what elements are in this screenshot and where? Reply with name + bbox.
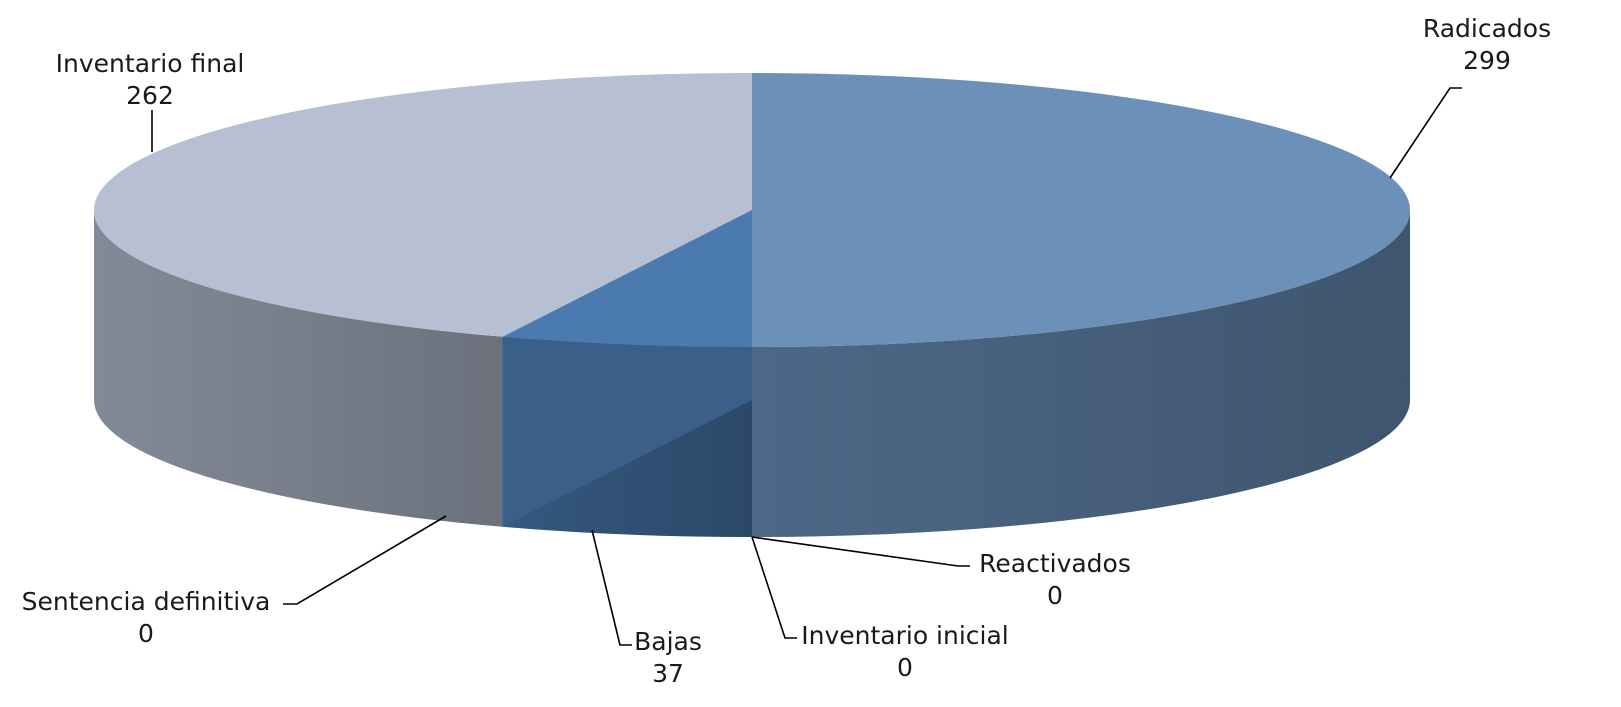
pie-side-shade-radicados: [752, 210, 1410, 537]
pie-data-labels: Radicados 299 Reactivados 0 Inventario inici…: [22, 14, 1551, 688]
data-label-name-inventario-inicial: Inventario inicial: [801, 621, 1009, 650]
leader-line-sentencia-definitiva: [283, 515, 447, 605]
data-label-name-bajas: Bajas: [634, 627, 702, 656]
data-label-value-inventario-inicial: 0: [897, 653, 913, 682]
pie-slice-inventario-final: [94, 73, 752, 337]
leader-line-bajas: [591, 529, 632, 646]
pie-leader-lines: [151, 87, 1462, 646]
data-label-value-bajas: 37: [652, 659, 684, 688]
data-label-name-sentencia-definitiva: Sentencia definitiva: [22, 587, 271, 616]
data-label-value-reactivados: 0: [1047, 581, 1063, 610]
data-label-value-inventario-final: 262: [126, 81, 174, 110]
leader-line-reactivados: [751, 536, 970, 567]
pie-top-faces: [94, 73, 1410, 347]
data-label-name-inventario-final: Inventario final: [56, 49, 245, 78]
leader-line-inventario-inicial: [751, 536, 797, 639]
data-label-name-radicados: Radicados: [1423, 14, 1551, 43]
data-label-value-radicados: 299: [1463, 46, 1511, 75]
pie-slice-bajas: [502, 210, 752, 347]
leader-line-radicados: [1389, 87, 1462, 179]
data-label-value-sentencia-definitiva: 0: [138, 619, 154, 648]
pie-slice-radicados: [752, 73, 1410, 347]
pie-side-shade-inventario-final: [93, 210, 503, 527]
data-label-name-reactivados: Reactivados: [979, 549, 1131, 578]
